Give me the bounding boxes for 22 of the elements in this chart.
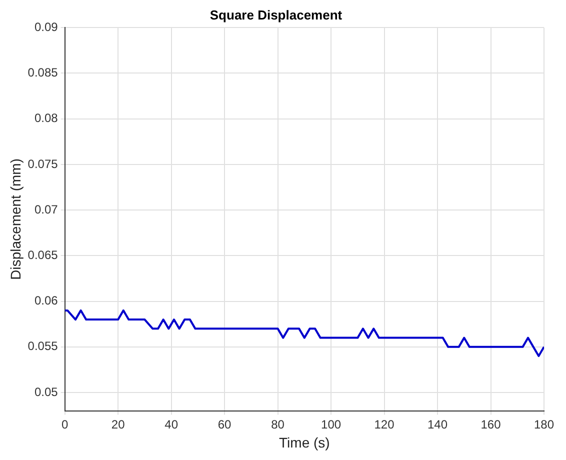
y-tick-label: 0.06 xyxy=(34,294,58,308)
x-tick-label: 20 xyxy=(111,417,126,432)
x-tick-label: 120 xyxy=(374,417,395,432)
x-axis-title: Time (s) xyxy=(279,434,330,450)
x-tick-label: 140 xyxy=(428,417,448,432)
y-tick-label: 0.09 xyxy=(34,20,58,34)
chart-title: Square Displacement xyxy=(210,7,343,22)
y-axis-title: Displacement (mm) xyxy=(7,158,24,280)
x-tick-label: 60 xyxy=(218,417,232,432)
x-tick-label: 40 xyxy=(164,417,178,432)
y-tick-label: 0.065 xyxy=(28,248,58,262)
x-tick-label: 80 xyxy=(271,417,285,432)
x-tick-label: 0 xyxy=(61,417,68,432)
y-tick-label: 0.08 xyxy=(34,111,58,126)
x-tick-label: 160 xyxy=(480,417,502,432)
y-tick-label: 0.07 xyxy=(34,202,58,216)
y-tick-label: 0.075 xyxy=(28,156,58,171)
x-tick-label: 100 xyxy=(321,417,342,432)
y-tick-label: 0.085 xyxy=(28,66,58,80)
x-tick-label: 180 xyxy=(534,417,554,432)
y-tick-label: 0.05 xyxy=(34,384,58,399)
y-tick-label: 0.055 xyxy=(28,339,58,354)
